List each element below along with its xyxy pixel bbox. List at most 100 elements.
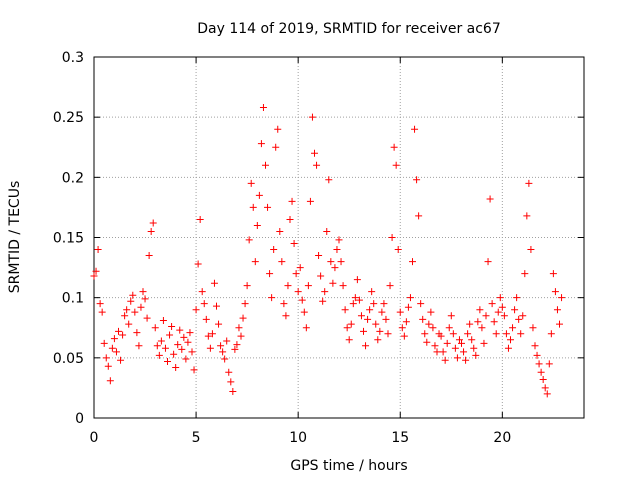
- data-point: [535, 360, 543, 368]
- data-point: [384, 330, 392, 338]
- data-point: [174, 341, 182, 349]
- data-point: [243, 282, 251, 290]
- data-point: [335, 236, 343, 244]
- data-point: [137, 303, 145, 311]
- data-point: [427, 308, 435, 316]
- data-point: [300, 308, 308, 316]
- data-point: [100, 339, 108, 347]
- data-point: [262, 161, 269, 169]
- data-point: [321, 288, 329, 296]
- data-point: [331, 264, 339, 272]
- data-point: [390, 143, 398, 151]
- data-point: [188, 348, 196, 356]
- data-point: [521, 270, 529, 278]
- data-point: [437, 332, 445, 340]
- y-tick-label: 0.2: [62, 170, 84, 186]
- data-point: [245, 236, 253, 244]
- data-point: [406, 294, 414, 302]
- data-point: [139, 288, 147, 296]
- data-point: [417, 300, 425, 308]
- data-point: [264, 203, 272, 211]
- data-point: [551, 288, 559, 296]
- data-point: [292, 270, 300, 278]
- data-point: [366, 306, 374, 314]
- data-point: [237, 332, 245, 340]
- data-point: [355, 296, 363, 304]
- data-point: [308, 113, 316, 121]
- data-point: [515, 315, 523, 323]
- data-point: [556, 320, 563, 328]
- data-point: [206, 344, 214, 352]
- data-point: [423, 338, 431, 346]
- data-point: [537, 368, 545, 376]
- data-point: [121, 312, 129, 320]
- data-point: [419, 315, 427, 323]
- data-point: [429, 324, 437, 332]
- y-tick-label: 0.25: [53, 110, 84, 126]
- data-point: [502, 330, 510, 338]
- x-tick-label: 5: [192, 430, 201, 446]
- data-point: [259, 104, 267, 112]
- data-point: [341, 306, 349, 314]
- data-point: [531, 342, 539, 350]
- data-point: [347, 320, 355, 328]
- data-point: [215, 320, 223, 328]
- data-point: [280, 300, 288, 308]
- data-point: [219, 348, 227, 356]
- data-point: [90, 272, 98, 280]
- data-point: [360, 327, 367, 335]
- data-point: [398, 324, 406, 332]
- data-marks: [90, 104, 566, 398]
- data-point: [204, 332, 212, 340]
- data-point: [131, 308, 139, 316]
- data-point: [184, 338, 192, 346]
- data-point: [317, 272, 325, 280]
- data-point: [202, 315, 210, 323]
- data-point: [145, 252, 153, 260]
- data-point: [141, 295, 149, 303]
- data-point: [276, 227, 284, 235]
- data-point: [378, 308, 386, 316]
- data-point: [549, 270, 557, 278]
- data-point: [492, 330, 500, 338]
- data-point: [284, 282, 292, 290]
- data-point: [129, 291, 137, 299]
- data-point: [458, 339, 465, 347]
- data-point: [180, 333, 188, 341]
- data-point: [200, 300, 208, 308]
- data-point: [396, 308, 404, 316]
- data-point: [196, 215, 204, 223]
- data-point: [370, 300, 378, 308]
- data-point: [388, 234, 396, 241]
- y-tick-label: 0.15: [53, 231, 84, 247]
- data-point: [157, 337, 165, 345]
- data-point: [98, 308, 106, 316]
- data-point: [547, 330, 555, 338]
- data-point: [311, 149, 318, 157]
- data-point: [231, 345, 239, 353]
- data-point: [96, 300, 104, 308]
- data-point: [315, 252, 323, 260]
- data-point: [166, 331, 174, 339]
- data-point: [372, 320, 380, 328]
- data-point: [313, 161, 321, 169]
- data-point: [217, 342, 225, 350]
- data-point: [553, 306, 561, 314]
- data-point: [235, 324, 243, 332]
- data-point: [239, 314, 247, 322]
- data-point: [302, 324, 310, 332]
- data-point: [472, 351, 480, 359]
- data-point: [500, 312, 508, 320]
- data-point: [364, 315, 372, 323]
- data-point: [498, 303, 506, 311]
- data-point: [402, 318, 410, 326]
- data-point: [392, 161, 400, 169]
- data-point: [296, 264, 304, 272]
- data-point: [382, 315, 390, 323]
- y-tick-label: 0: [75, 411, 84, 427]
- y-tick-label: 0.1: [62, 291, 84, 307]
- data-point: [327, 258, 335, 266]
- data-point: [558, 294, 566, 302]
- data-point: [374, 336, 382, 344]
- data-point: [482, 312, 490, 320]
